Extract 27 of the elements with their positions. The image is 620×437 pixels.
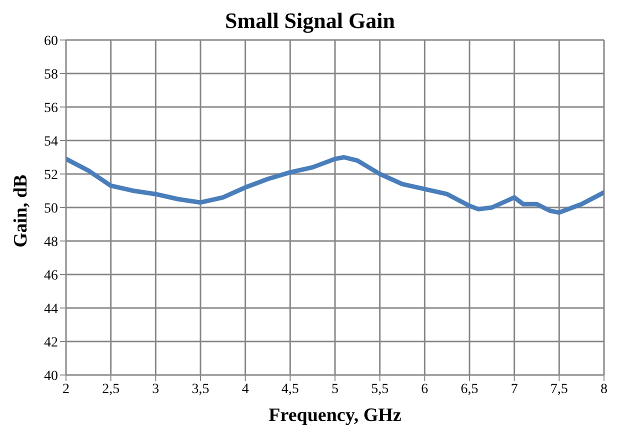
y-tick-label: 54 — [44, 134, 58, 150]
chart-title: Small Signal Gain — [224, 8, 396, 34]
y-tick-label: 44 — [44, 302, 58, 317]
y-tick-label: 52 — [44, 168, 58, 183]
x-tick-label: 6,5 — [460, 382, 478, 397]
y-tick-label: 60 — [44, 34, 58, 49]
x-tick-label: 7 — [510, 382, 518, 397]
x-tick-label: 3 — [152, 382, 160, 397]
y-tick-label: 42 — [44, 335, 58, 350]
y-tick-label: 40 — [44, 368, 58, 384]
y-tick-label: 46 — [44, 268, 58, 284]
x-axis-title: Frequency, GHz — [268, 405, 402, 426]
x-tick-label: 2,5 — [102, 382, 120, 397]
x-tick-label: 7,5 — [550, 382, 568, 397]
y-tick-label: 56 — [44, 100, 58, 116]
x-tick-label: 4 — [242, 382, 249, 397]
x-tick-label: 3,5 — [192, 382, 210, 397]
x-tick-label: 6 — [421, 382, 428, 397]
y-tick-label: 50 — [44, 201, 58, 216]
y-tick-label: 48 — [44, 234, 58, 250]
x-tick-label: 2 — [62, 382, 70, 397]
x-tick-label: 4,5 — [281, 382, 299, 397]
x-tick-label: 8 — [600, 382, 608, 397]
x-tick-label: 5,5 — [371, 382, 389, 397]
x-tick-label: 5 — [332, 382, 338, 397]
y-tick-label: 58 — [44, 67, 58, 82]
y-axis-title: Gain, dB — [10, 174, 32, 248]
